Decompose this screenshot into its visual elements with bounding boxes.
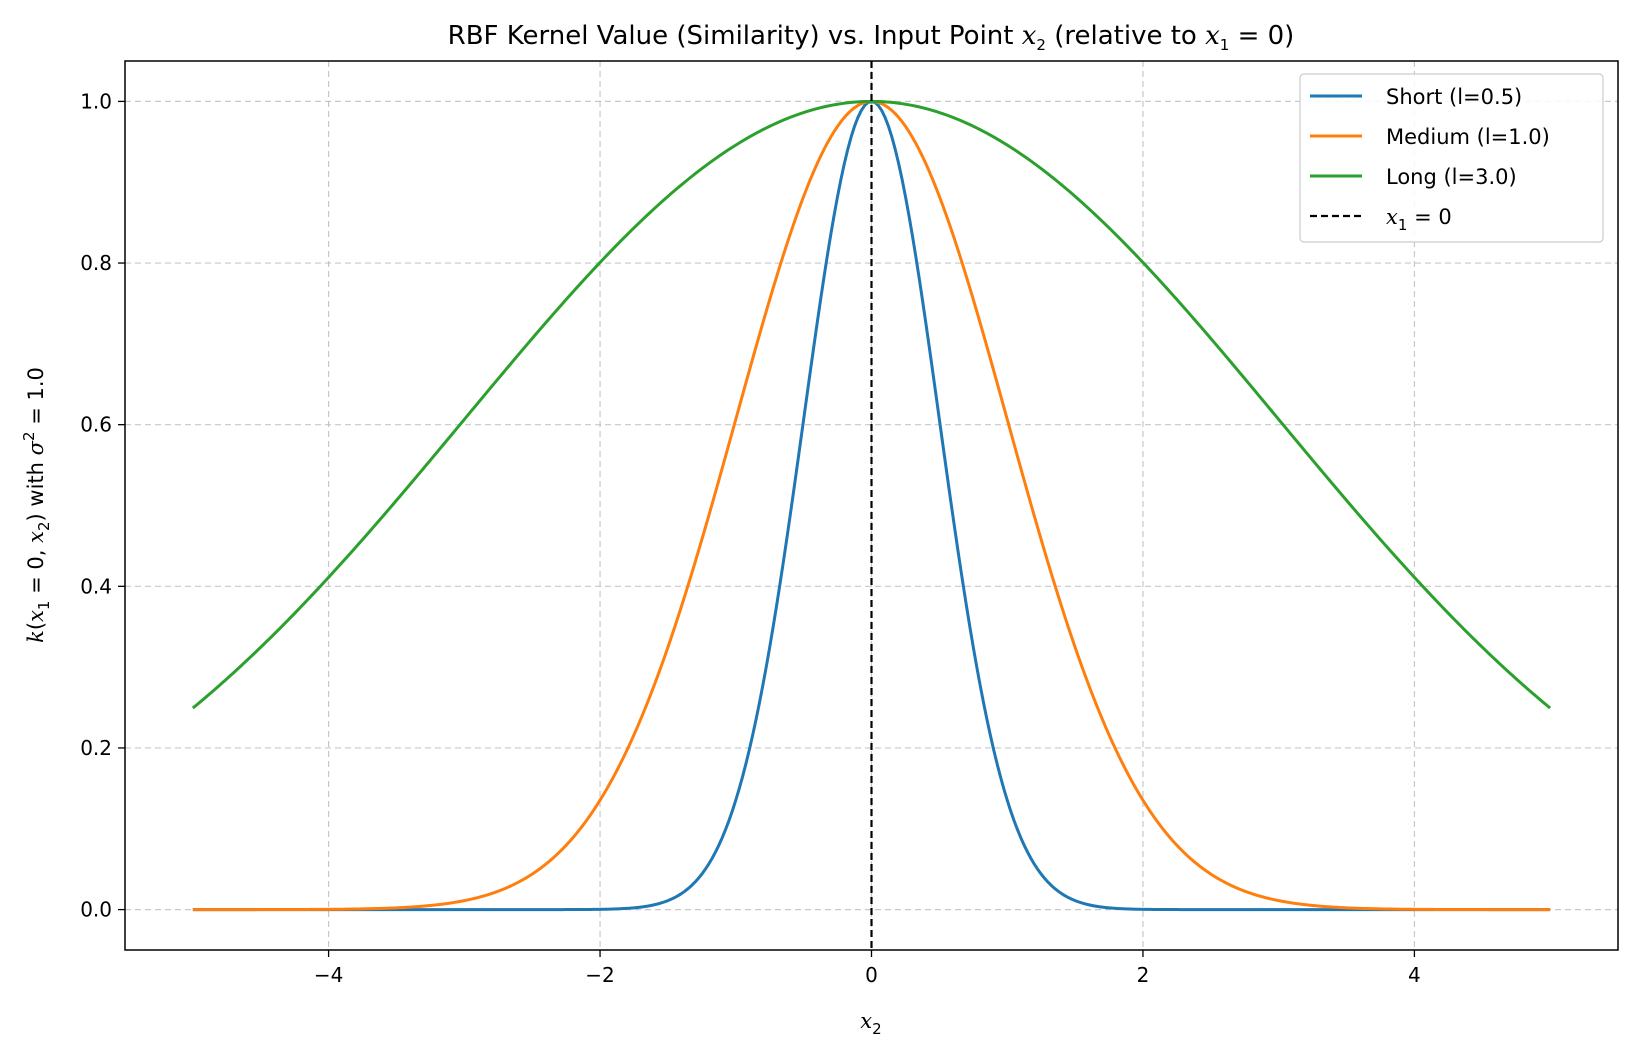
y-tick-label: 0.6 [80, 413, 112, 437]
chart-title: RBF Kernel Value (Similarity) vs. Input … [448, 21, 1295, 54]
legend-label-medium: Medium (l=1.0) [1386, 125, 1550, 149]
y-tick-label: 0.8 [80, 251, 112, 275]
y-axis-label: k(x1 = 0, x2) with σ2 = 1.0 [20, 367, 53, 643]
x-tick-label: −4 [314, 963, 343, 987]
x-tick-label: 4 [1408, 963, 1421, 987]
x-tick-label: 0 [865, 963, 878, 987]
legend-label-reference: x1 = 0 [1386, 205, 1452, 234]
legend: Short (l=0.5) Medium (l=1.0) Long (l=3.0… [1299, 73, 1604, 243]
x-axis-ticks: −4 −2 0 2 4 [314, 950, 1421, 987]
legend-label-short: Short (l=0.5) [1386, 85, 1522, 109]
y-tick-label: 1.0 [80, 89, 112, 113]
x-tick-label: 2 [1137, 963, 1150, 987]
y-tick-label: 0.4 [80, 574, 112, 598]
legend-label-long: Long (l=3.0) [1386, 165, 1517, 189]
series-line-long [191, 99, 1552, 710]
y-tick-label: 0.0 [80, 898, 112, 922]
y-tick-label: 0.2 [80, 736, 112, 760]
y-axis-ticks: 0.0 0.2 0.4 0.6 0.8 1.0 [80, 89, 125, 922]
x-axis-label: x2 [860, 1009, 881, 1038]
series-lines [191, 99, 1552, 912]
legend-box [1299, 73, 1604, 243]
x-tick-label: −2 [585, 963, 614, 987]
